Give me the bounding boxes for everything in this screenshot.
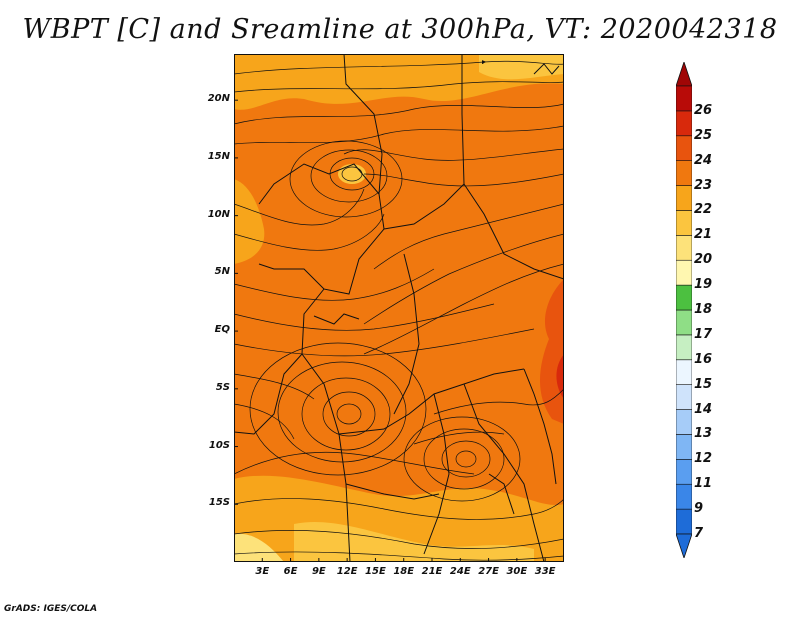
wbpt-field-southwest-light: [234, 533, 284, 562]
colorbar-segment: [676, 483, 692, 510]
colorbar-level-label: 17: [694, 326, 713, 342]
wbpt-field-south-light: [294, 522, 534, 562]
colorbar-level-label: 9: [694, 501, 704, 517]
colorbar-segment: [676, 185, 692, 211]
colorbar: [676, 62, 692, 558]
colorbar-segment: [676, 210, 692, 236]
colorbar-segment: [676, 284, 692, 311]
colorbar-segment: [676, 309, 692, 336]
colorbar-level-label: 11: [694, 476, 713, 492]
colorbar-under-arrow: [676, 533, 692, 558]
tick-marks: [234, 99, 546, 562]
colorbar-segment: [676, 259, 692, 286]
map-frame: [234, 54, 564, 562]
lat-tick-label: 5S: [215, 381, 230, 393]
grads-credit: GrADS: IGES/COLA: [4, 604, 98, 614]
colorbar-segment: [676, 85, 692, 112]
colorbar-level-label: 18: [694, 302, 713, 317]
wbpt-field-north-light: [479, 54, 564, 80]
wbpt-field-base: [234, 54, 564, 562]
colorbar-segment: [676, 334, 692, 361]
lon-tick-label: 12E: [336, 566, 358, 577]
colorbar-segment: [676, 508, 692, 535]
colorbar-level-label: 13: [694, 426, 713, 442]
colorbar-level-label: 19: [694, 277, 713, 293]
colorbar-level-label: 25: [694, 127, 713, 143]
lat-tick-label: 15N: [207, 150, 230, 162]
lon-tick-label: 24E: [449, 566, 471, 577]
colorbar-segment: [676, 110, 692, 137]
streamlines: [234, 60, 564, 561]
lon-tick-label: 9E: [311, 566, 326, 577]
colorbar-segment: [676, 434, 692, 460]
lon-tick-label: 18E: [393, 566, 415, 577]
colorbar-level-label: 15: [694, 376, 713, 392]
colorbar-segment: [676, 160, 692, 186]
colorbar-segment: [676, 235, 692, 261]
page-title: WBPT [C] and Sreamline at 300hPa, VT: 20…: [22, 14, 778, 45]
colorbar-segment: [676, 359, 692, 385]
wbpt-field-west-coast: [234, 179, 265, 264]
lon-tick-label: 3E: [255, 566, 270, 577]
colorbar-segment: [676, 459, 692, 485]
lon-tick-label: 33E: [534, 566, 556, 577]
lat-tick-label: 15S: [208, 497, 230, 509]
colorbar-level-label: 16: [694, 351, 713, 367]
map-plot: [234, 54, 564, 562]
colorbar-level-label: 22: [694, 202, 713, 218]
colorbar-level-label: 12: [694, 451, 713, 467]
colorbar-level-label: 21: [694, 227, 713, 243]
colorbar-level-label: 23: [694, 177, 713, 193]
colorbar-level-label: 26: [694, 102, 713, 118]
map-panel: [234, 54, 564, 562]
colorbar-segment: [676, 409, 692, 435]
lat-tick-label: EQ: [214, 324, 230, 336]
lat-tick-label: 5N: [214, 266, 230, 278]
colorbar-level-label: 7: [694, 526, 704, 541]
colorbar-segment: [676, 384, 692, 410]
lon-tick-label: 15E: [365, 566, 386, 577]
colorbar-over-arrow: [676, 62, 692, 87]
wbpt-field-east-hot: [539, 279, 564, 424]
lon-tick-label: 6E: [283, 566, 298, 577]
colorbar-level-label: 20: [694, 252, 713, 268]
lat-tick-label: 20N: [207, 93, 230, 105]
lat-tick-label: 10N: [207, 208, 230, 220]
colorbar-level-label: 24: [694, 152, 713, 168]
wbpt-field-east-hot-2: [556, 354, 564, 399]
lat-tick-label: 10S: [208, 439, 230, 451]
lon-tick-label: 21E: [421, 566, 443, 577]
colorbar-segment: [676, 135, 692, 161]
colorbar-level-label: 14: [694, 401, 713, 417]
lon-tick-label: 30E: [506, 566, 528, 577]
country-borders: [234, 54, 564, 562]
lon-tick-label: 27E: [478, 566, 499, 577]
